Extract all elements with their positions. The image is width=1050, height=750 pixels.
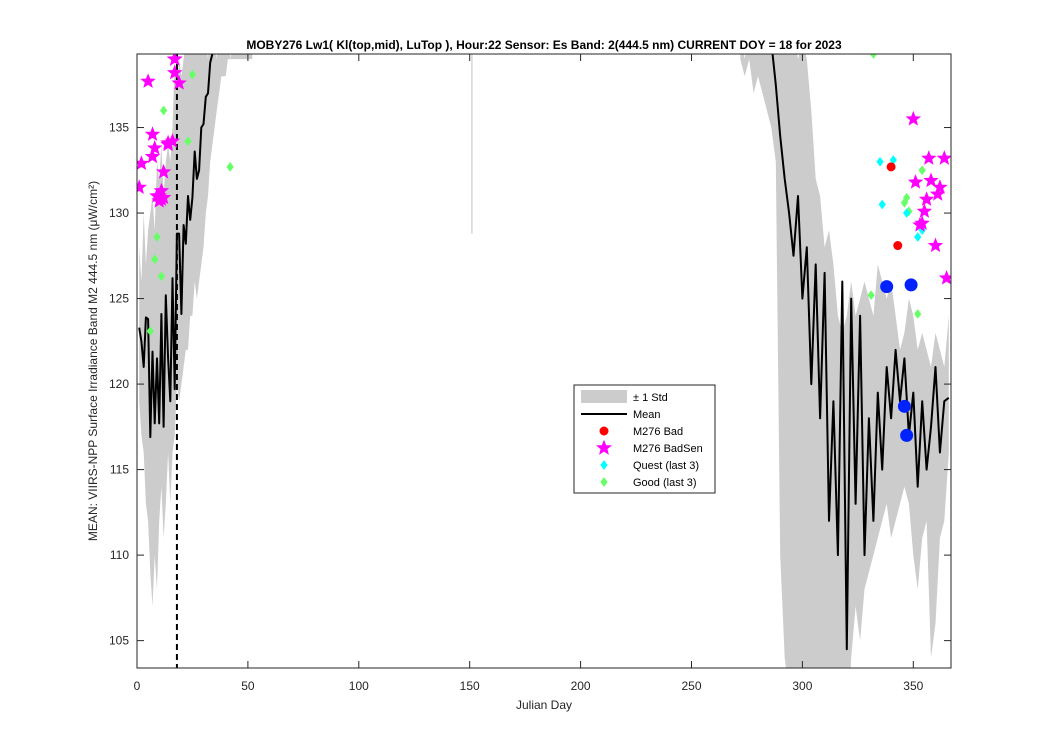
plot-area [137,54,951,668]
bad-point [893,241,903,251]
legend-std-swatch [581,390,627,403]
std-band-segment [139,54,253,607]
legend-label: Mean [633,409,661,421]
y-tick-label: 110 [110,548,129,562]
y-tick-label: 135 [109,121,129,135]
good-point [184,136,192,147]
badsen-point [144,126,161,141]
good-point [918,165,926,176]
legend-label: Good (last 3) [633,477,697,489]
good-point [153,232,161,242]
x-tick-label: 100 [349,679,369,693]
x-tick-label: 350 [903,679,923,693]
badsen-point [923,172,939,188]
badsen-point [171,74,187,90]
badsen-point [914,215,930,230]
x-tick-label: 300 [792,679,812,693]
badsen-point [166,64,183,80]
badsen-current-point [166,54,183,66]
good-point [867,290,875,300]
badsen-point [918,191,935,206]
current-point [900,428,914,442]
mean-line-segment [771,54,950,651]
badsen-point [921,150,937,165]
badsen-point [155,163,172,179]
badsen-point [140,73,156,88]
good-point [159,105,168,116]
legend-good-swatch [600,477,608,487]
badsen-point [147,139,163,155]
y-tick-label: 120 [109,377,129,391]
x-tick-label: 0 [134,679,141,693]
legend-label: Quest (last 3) [633,460,699,472]
good-point [903,192,911,203]
badsen-point [927,237,944,253]
plot-axes-box [136,53,952,669]
legend-badsen-swatch [595,439,613,455]
x-tick-label: 50 [241,679,255,693]
current-point [880,280,894,294]
good-point [157,271,166,282]
legend-label: M276 BadSen [633,443,703,455]
badsen-point [144,148,161,164]
x-tick-label: 200 [571,679,591,693]
legend-bad-swatch [599,426,609,436]
markers-group [137,54,951,442]
good-point [146,326,154,336]
quest-point [876,156,884,167]
quest-point [878,199,886,210]
badsen-point [164,133,181,148]
y-tick-label: 130 [109,206,129,220]
good-point [226,162,234,172]
badsen-point [155,189,172,205]
mean-line-group [138,54,950,651]
badsen-point [137,155,150,170]
badsen-point [938,269,951,285]
std-band-group [139,54,949,668]
x-tick-label: 250 [681,679,701,693]
good-point [869,54,877,59]
badsen-point [932,179,948,195]
quest-point [903,208,911,218]
badsen-point [916,203,933,218]
legend: ± 1 Std Mean M276 Bad M276 BadSen Quest (las… [573,384,716,494]
legend-label: M276 Bad [633,426,683,438]
badsen-point [137,179,147,194]
y-axis: 105 110 115 120 125 130 135 [109,121,951,648]
x-axis-label: Julian Day [516,698,572,712]
y-tick-label: 125 [109,292,129,306]
x-axis: 0 50 100 150 200 250 300 350 [134,54,924,693]
badsen-point [936,150,951,165]
good-point [151,254,159,265]
std-band-segment [740,54,949,668]
chart-title: MOBY276 Lw1( Kl(top,mid), LuTop ), Hour:… [246,38,842,52]
badsen-point [907,174,924,189]
legend-quest-swatch [600,460,608,470]
current-point [904,278,918,292]
current-point [897,399,911,413]
bad-point [886,162,896,172]
badsen-point [905,110,922,126]
y-tick-label: 115 [110,463,129,477]
y-tick-label: 105 [109,634,129,648]
x-tick-label: 150 [460,679,480,693]
y-axis-label: MEAN: VIIRS-NPP Surface Irradiance Band … [86,181,100,541]
mean-line-segment [138,54,214,439]
quest-point [914,232,922,242]
legend-label: ± 1 Std [633,392,668,404]
good-point [188,69,197,80]
good-point [914,309,922,319]
